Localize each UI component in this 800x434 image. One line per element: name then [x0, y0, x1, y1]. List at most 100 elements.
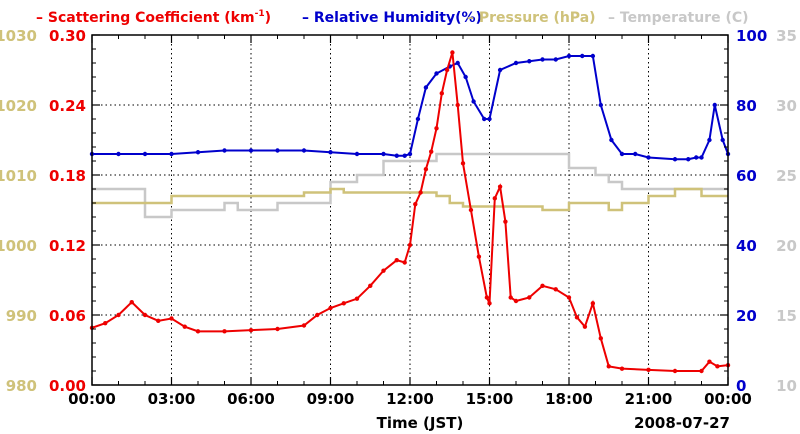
data-point [712, 102, 717, 108]
x-tick-label: 12:00 [386, 390, 434, 408]
data-point [407, 242, 413, 248]
data-point [455, 60, 460, 66]
data-point [527, 59, 532, 64]
data-point [707, 137, 712, 143]
data-point [580, 53, 585, 59]
pressure-tick-label: 980 [6, 377, 37, 395]
pressure-tick-label: 1030 [0, 27, 37, 45]
data-point [142, 151, 148, 157]
data-point [574, 315, 580, 320]
data-point [672, 368, 678, 374]
data-point [156, 318, 161, 324]
axis-pressure: 980 990 1000 1010 1020 1030 [0, 27, 37, 395]
data-point [222, 148, 227, 153]
legend-humidity: – Relative Humidity(%) [302, 10, 482, 26]
data-point [513, 298, 519, 304]
data-point [590, 53, 596, 59]
data-point [444, 67, 450, 73]
data-point [540, 57, 545, 62]
legend: – Scattering Coefficient (km-1) – Relati… [36, 9, 749, 26]
x-tick-label: 06:00 [227, 390, 275, 408]
x-tick-label: 21:00 [625, 390, 673, 408]
data-point [553, 57, 558, 62]
data-point [484, 295, 490, 300]
data-point [508, 295, 513, 300]
data-point [169, 316, 174, 321]
data-point [646, 155, 651, 160]
pressure-tick-label: 1010 [0, 167, 37, 185]
series-temperature [92, 152, 728, 219]
humidity-tick-label: 40 [736, 237, 757, 255]
data-point [646, 367, 651, 373]
data-point [195, 150, 201, 155]
x-tick-label: 00:00 [68, 390, 116, 408]
data-point [381, 151, 386, 157]
data-point [354, 151, 360, 157]
series-humidity [89, 53, 731, 162]
legend-pressure: – Pressure (hPa) [467, 10, 596, 26]
x-axis-label: Time (JST) [377, 414, 464, 432]
series-scattering [89, 50, 731, 374]
data-point [598, 102, 603, 108]
data-point [394, 257, 399, 263]
scattering-tick-label: 0.00 [49, 377, 86, 395]
data-point [619, 151, 625, 157]
data-point [418, 190, 423, 195]
data-point [566, 53, 572, 59]
temperature-tick-label: 15 [776, 307, 797, 325]
pressure-tick-label: 1000 [0, 237, 37, 255]
data-point [328, 150, 333, 155]
data-point [455, 102, 460, 108]
humidity-tick-label: 80 [736, 97, 757, 115]
data-point [694, 155, 699, 160]
data-point [720, 137, 725, 143]
temperature-tick-label: 20 [776, 237, 797, 255]
data-point [598, 336, 603, 341]
data-point [566, 295, 572, 300]
data-point [434, 71, 439, 76]
temperature-tick-label: 10 [776, 377, 797, 395]
data-point [609, 137, 614, 143]
data-point [699, 368, 704, 374]
x-tick-label: 09:00 [307, 390, 355, 408]
data-point [142, 312, 148, 318]
data-point [402, 153, 407, 158]
humidity-tick-label: 100 [736, 27, 767, 45]
axis-x: 00:00 03:00 06:00 09:00 12:00 15:00 18:00 21:00… [68, 35, 752, 408]
data-point [715, 364, 720, 369]
humidity-tick-label: 0 [736, 377, 746, 395]
data-point [460, 161, 466, 166]
series-line-temperature [92, 152, 728, 219]
data-point [402, 260, 407, 265]
humidity-tick-label: 60 [736, 167, 757, 185]
data-point [182, 324, 187, 329]
data-point [423, 85, 429, 90]
data-point [497, 184, 503, 189]
data-point [301, 323, 307, 328]
data-point [301, 148, 307, 153]
x-tick-label: 15:00 [466, 390, 514, 408]
scattering-tick-label: 0.12 [49, 237, 86, 255]
data-point [582, 324, 588, 329]
x-tick-label: 03:00 [148, 390, 196, 408]
data-point [407, 151, 413, 157]
data-point [699, 155, 704, 160]
data-point [103, 320, 108, 326]
data-point [476, 254, 482, 259]
data-point [328, 305, 333, 311]
data-point [381, 268, 386, 273]
data-point [590, 301, 596, 306]
data-point [527, 295, 532, 300]
data-point [429, 149, 434, 154]
data-point [195, 329, 201, 334]
data-point [497, 67, 503, 73]
data-point [487, 116, 492, 122]
temperature-tick-label: 30 [776, 97, 797, 115]
series-layer [89, 50, 731, 374]
data-point [468, 207, 474, 213]
data-point [482, 116, 487, 122]
scattering-tick-label: 0.24 [49, 97, 86, 115]
data-point [450, 50, 455, 55]
x-tick-label: 00:00 [704, 390, 752, 408]
